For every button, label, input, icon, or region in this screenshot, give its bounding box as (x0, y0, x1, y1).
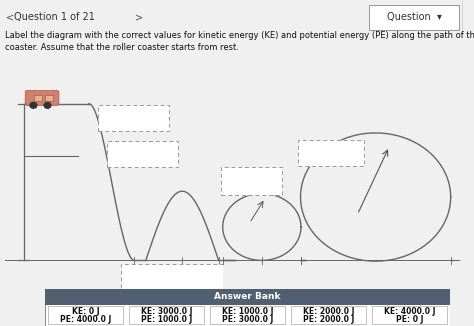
FancyBboxPatch shape (98, 105, 169, 131)
Text: >: > (135, 12, 143, 22)
Text: PE: 0 J: PE: 0 J (396, 315, 424, 324)
Text: KE: 2000.0 J: KE: 2000.0 J (303, 307, 355, 316)
FancyBboxPatch shape (373, 306, 447, 324)
FancyBboxPatch shape (45, 289, 450, 326)
FancyBboxPatch shape (48, 306, 123, 324)
FancyBboxPatch shape (107, 141, 178, 167)
FancyBboxPatch shape (45, 289, 450, 305)
Text: <: < (6, 12, 14, 22)
Circle shape (30, 102, 37, 108)
Text: Answer Bank: Answer Bank (214, 292, 281, 301)
Text: KE: 4000.0 J: KE: 4000.0 J (384, 307, 436, 316)
FancyBboxPatch shape (298, 140, 364, 166)
FancyBboxPatch shape (25, 91, 59, 105)
FancyBboxPatch shape (34, 95, 42, 101)
FancyBboxPatch shape (129, 306, 204, 324)
Text: PE: 4000.0 J: PE: 4000.0 J (60, 315, 111, 324)
Text: KE: 0 J: KE: 0 J (72, 307, 100, 316)
Text: PE: 1000.0 J: PE: 1000.0 J (141, 315, 192, 324)
Text: KE: 3000.0 J: KE: 3000.0 J (141, 307, 192, 316)
Text: KE: 1000.0 J: KE: 1000.0 J (222, 307, 273, 316)
FancyBboxPatch shape (221, 167, 283, 195)
FancyBboxPatch shape (45, 95, 53, 101)
FancyBboxPatch shape (369, 5, 459, 30)
Circle shape (44, 102, 51, 108)
Text: Label the diagram with the correct values for kinetic energy (KE) and potential : Label the diagram with the correct value… (5, 31, 474, 52)
FancyBboxPatch shape (121, 264, 223, 292)
FancyBboxPatch shape (292, 306, 366, 324)
Text: PE: 3000.0 J: PE: 3000.0 J (222, 315, 273, 324)
Text: Question 1 of 21: Question 1 of 21 (14, 12, 95, 22)
FancyBboxPatch shape (210, 306, 285, 324)
Text: Question  ▾: Question ▾ (387, 12, 441, 22)
Text: PE: 2000.0 J: PE: 2000.0 J (303, 315, 355, 324)
